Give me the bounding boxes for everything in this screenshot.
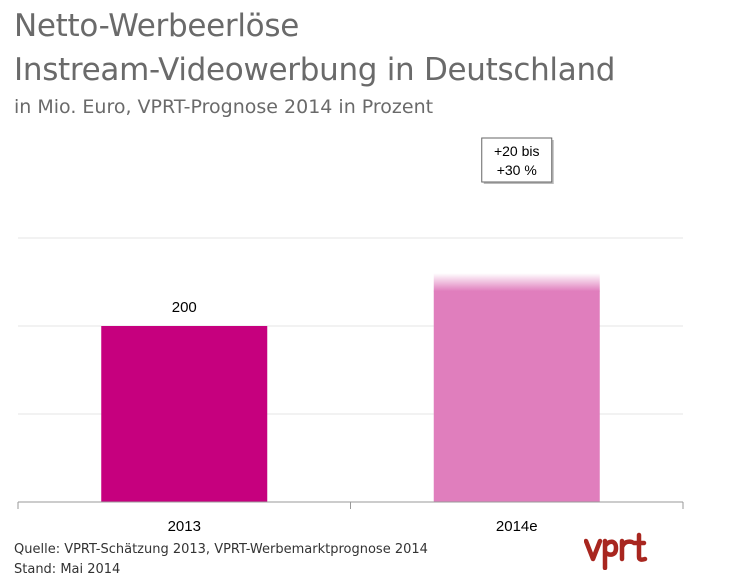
data-label: 200	[172, 299, 197, 316]
source-note: Quelle: VPRT-Schätzung 2013, VPRT-Werbem…	[14, 540, 428, 580]
bar-2014e-range-fade	[433, 273, 600, 292]
bar-2013	[101, 326, 268, 502]
chart-subtitle: in Mio. Euro, VPRT-Prognose 2014 in Proz…	[14, 96, 434, 118]
annotation-line-2: +30 %	[497, 162, 537, 178]
annotation-box	[481, 137, 553, 183]
source-text: Quelle: VPRT-Schätzung 2013, VPRT-Werbem…	[14, 542, 428, 557]
annotation-line-1: +20 bis	[494, 143, 540, 159]
x-tick-label: 2014e	[496, 518, 538, 535]
chart-title: Netto-Werbeerlöse Instream-Videowerbung …	[14, 4, 615, 92]
title-line-1: Netto-Werbeerlöse	[14, 8, 299, 44]
bar-2014e	[433, 290, 600, 502]
title-line-2: Instream-Videowerbung in Deutschland	[14, 52, 616, 88]
x-tick-label: 2013	[168, 518, 201, 535]
date-text: Stand: Mai 2014	[14, 562, 121, 577]
vprt-logo	[584, 532, 648, 570]
